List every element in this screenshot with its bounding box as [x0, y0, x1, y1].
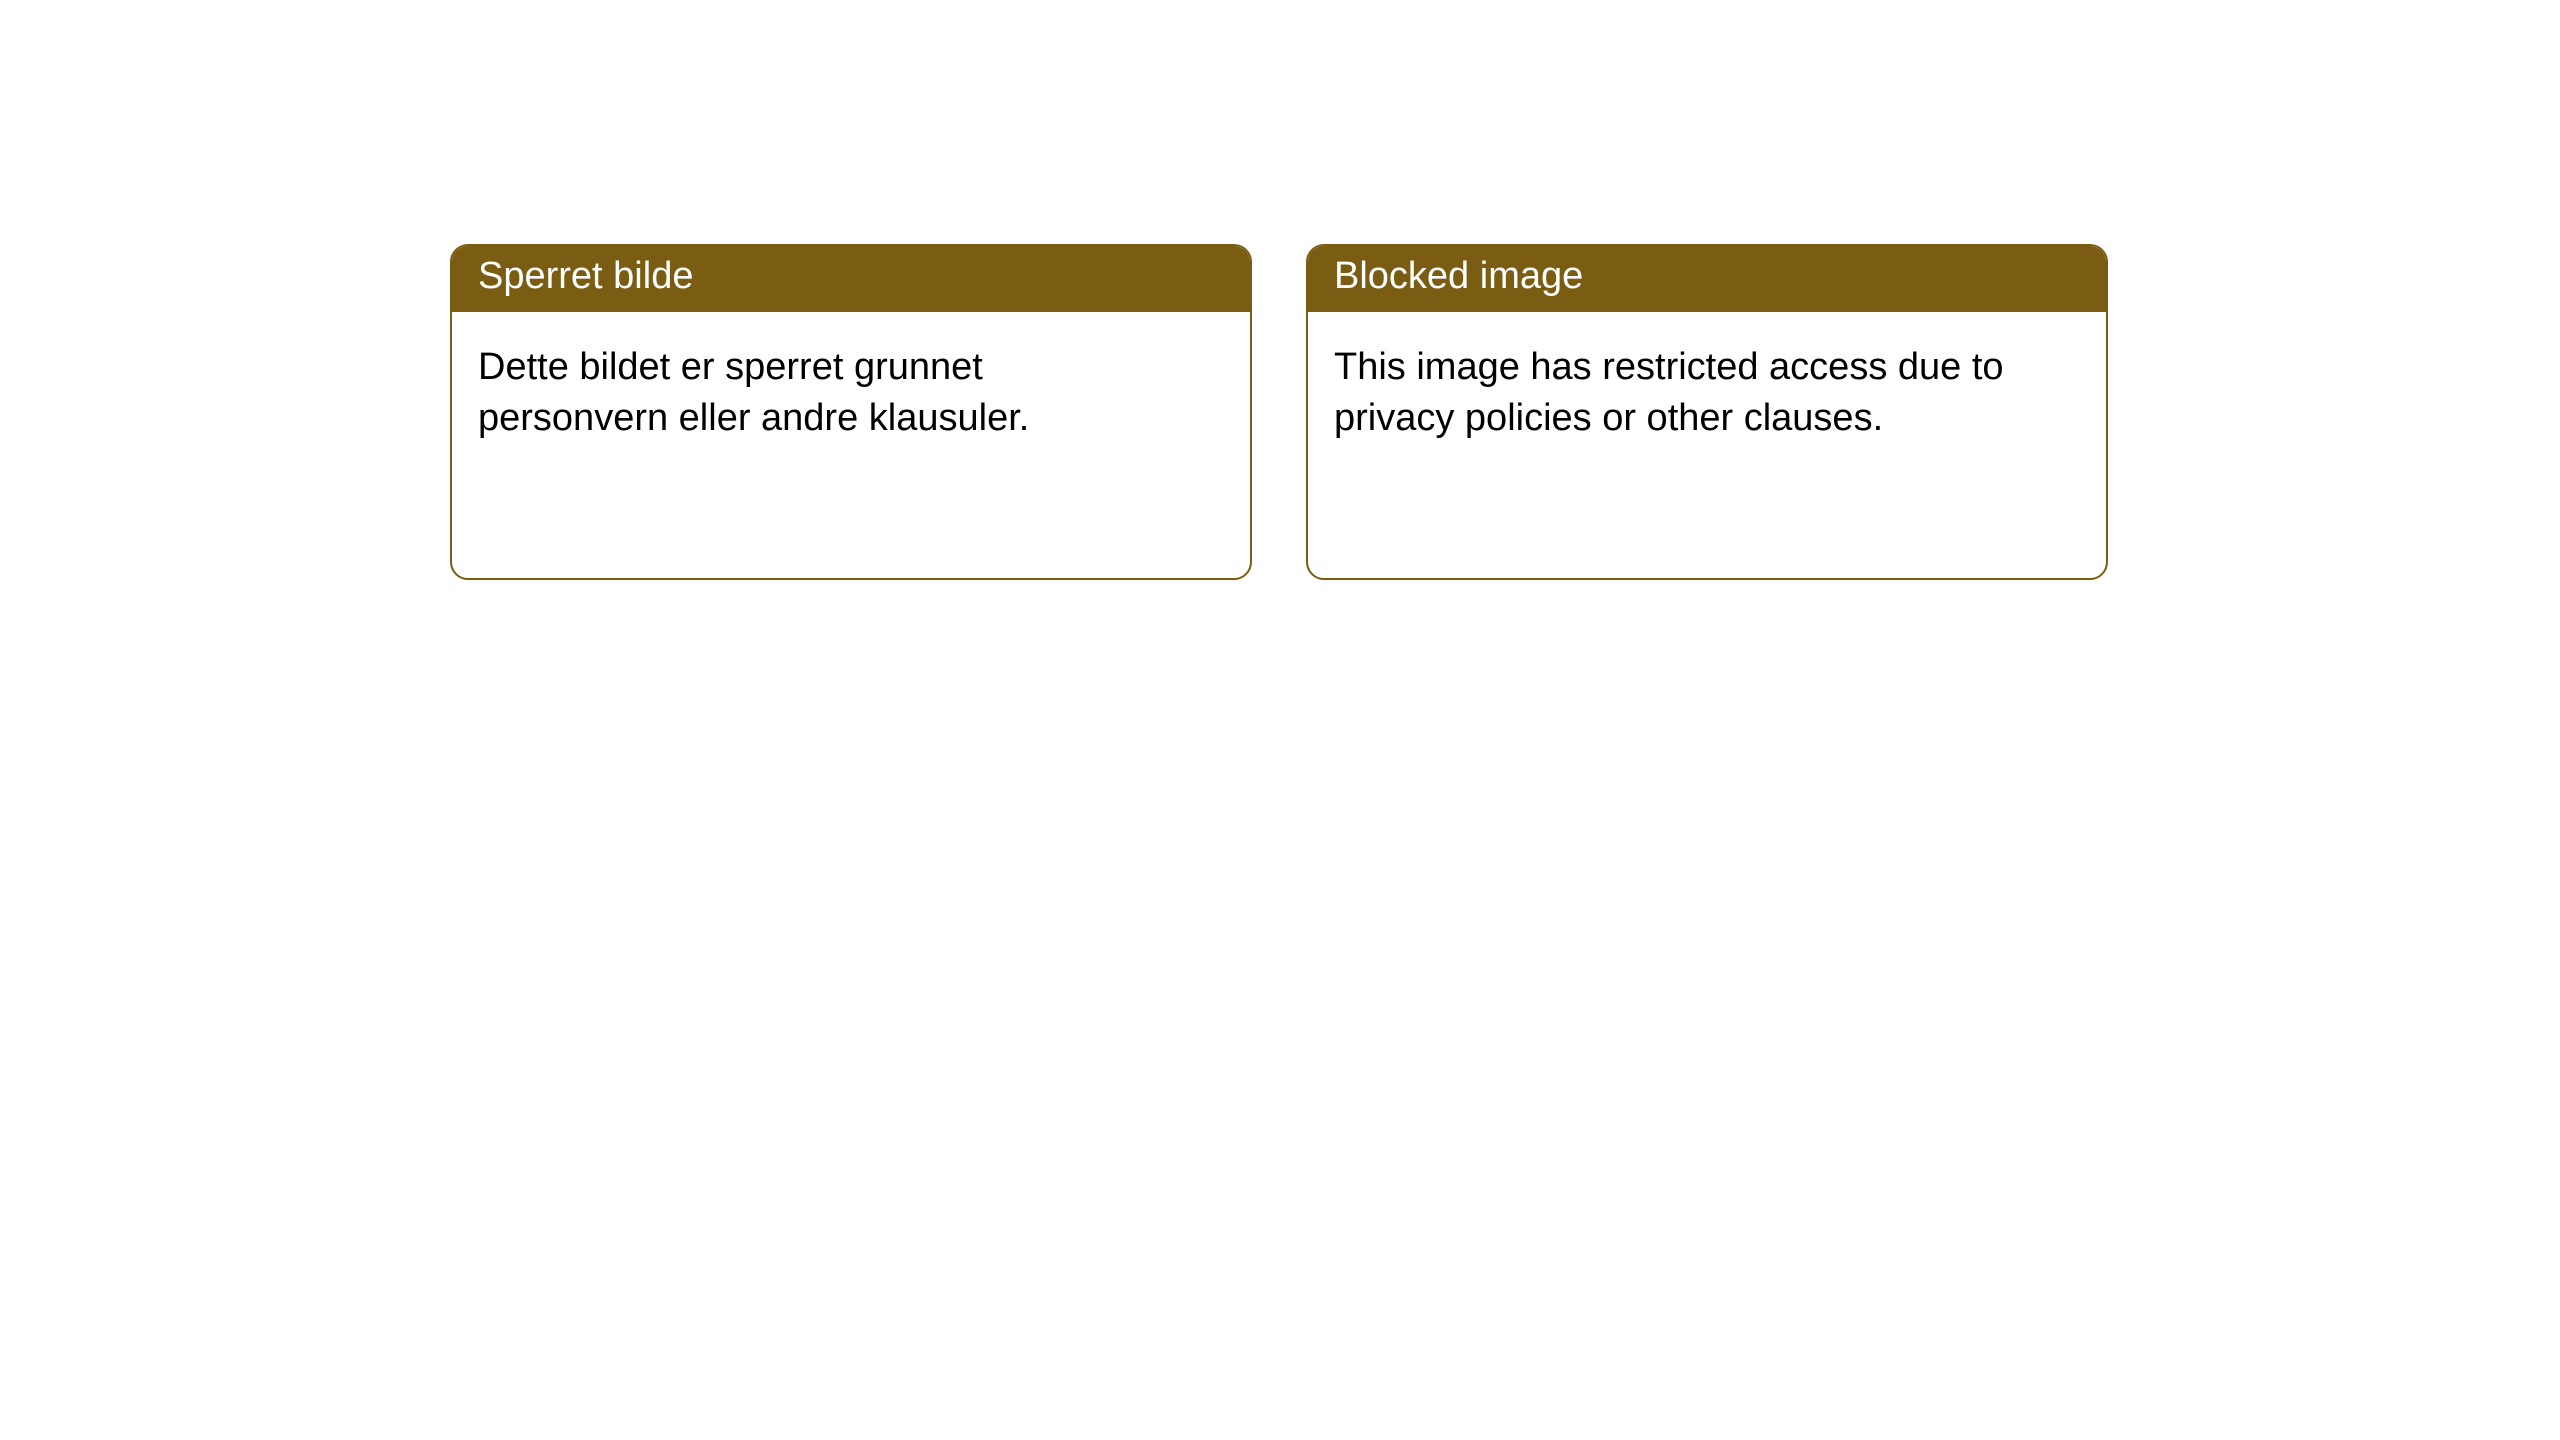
- notice-card-title-no: Sperret bilde: [452, 246, 1250, 312]
- notice-card-en: Blocked image This image has restricted …: [1306, 244, 2108, 580]
- notice-cards-row: Sperret bilde Dette bildet er sperret gr…: [450, 244, 2108, 580]
- notice-card-body-en: This image has restricted access due to …: [1308, 312, 2040, 475]
- notice-card-title-en: Blocked image: [1308, 246, 2106, 312]
- notice-card-body-no: Dette bildet er sperret grunnet personve…: [452, 312, 1184, 475]
- notice-card-no: Sperret bilde Dette bildet er sperret gr…: [450, 244, 1252, 580]
